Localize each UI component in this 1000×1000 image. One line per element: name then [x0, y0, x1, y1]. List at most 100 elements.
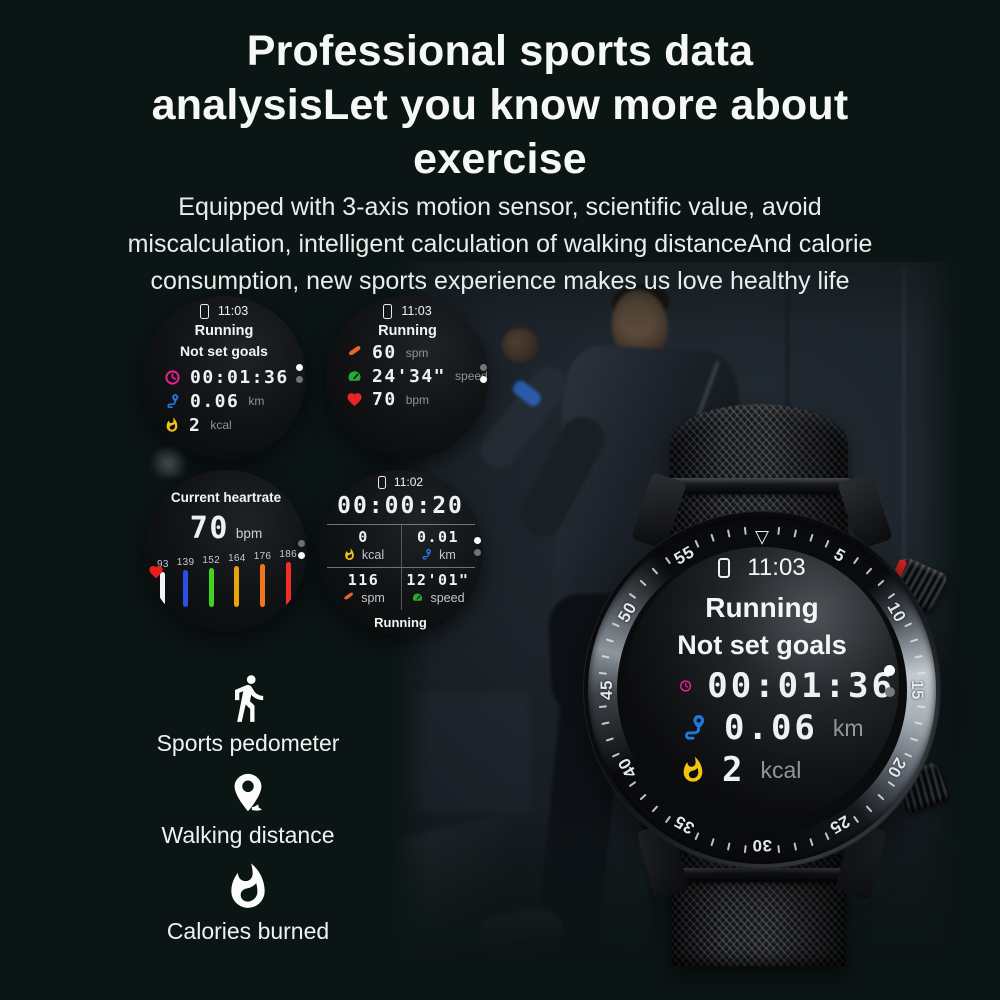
- activity-mode: Running: [374, 615, 427, 630]
- bezel-number: 35: [670, 811, 698, 838]
- bezel-tick: [824, 539, 830, 548]
- heartrate-zone-bar: 139: [177, 557, 195, 607]
- bezel-tick: [694, 539, 700, 548]
- location-pin-icon: [234, 773, 262, 812]
- clock-icon: [165, 369, 180, 385]
- bezel-tick: [726, 842, 731, 851]
- bezel-tick: [852, 556, 860, 565]
- status-time: 11:02: [393, 475, 424, 489]
- status-bar: 11:03: [718, 554, 806, 581]
- watch-main-screen: 11:03 Running Not set goals 00:01:36 0.0…: [625, 547, 899, 821]
- heartrate-value: 70: [189, 511, 229, 546]
- background-blur-shape: [146, 448, 192, 478]
- cadence-value: 116: [347, 571, 380, 589]
- activity-mode: Running: [194, 323, 254, 339]
- bezel-tick: [611, 622, 620, 628]
- phone-icon: [199, 303, 209, 319]
- bezel-number: 20: [883, 754, 910, 782]
- stopwatch-grid: 0 kcal 0.01 km 116 spm 12'01" speed: [326, 524, 475, 610]
- bezel-tick: [914, 654, 923, 659]
- cadence-cell: 116 spm: [327, 568, 401, 610]
- bezel-tick: [914, 721, 923, 726]
- route-icon: [685, 715, 705, 740]
- calories-row: 2 kcal: [164, 413, 290, 437]
- bezel-tick: [628, 592, 637, 600]
- distance-row: 0.06 km: [679, 707, 895, 749]
- bezel-tick: [917, 671, 926, 675]
- activity-rows: 00:01:36 0.06 km 2 kcal: [679, 665, 895, 791]
- pace-cell: 12'01" speed: [400, 568, 475, 610]
- flame-icon: [683, 756, 703, 782]
- feature-pedometer: Sports pedometer: [108, 672, 388, 757]
- heart-icon: [347, 393, 362, 407]
- heartrate-value-row: 70 bpm: [190, 511, 262, 546]
- bezel-tick: [601, 654, 610, 659]
- bezel-number: 15: [908, 680, 927, 700]
- calories-value: 2: [722, 750, 746, 790]
- distance-unit: km: [832, 714, 864, 741]
- cadence-value: 60: [372, 342, 397, 364]
- distance-value: 0.06: [190, 390, 240, 412]
- heart-icon: [149, 566, 163, 579]
- metrics-rows: 60 spm 24'34" speed 70 bpm: [346, 341, 488, 412]
- bezel-number: 45: [597, 680, 616, 700]
- phone-icon: [383, 303, 393, 319]
- bezel-tick: [601, 721, 610, 726]
- bezel-tick: [598, 705, 607, 709]
- bezel-tick: [917, 705, 926, 709]
- duration-value: 00:01:36: [190, 366, 289, 388]
- calories-unit: kcal: [210, 418, 232, 432]
- bezel-tick: [877, 793, 885, 801]
- pace-value: 24'34": [372, 365, 447, 387]
- distance-value: 0.01: [416, 528, 460, 546]
- distance-value: 0.06: [724, 708, 818, 748]
- clock-icon: [680, 680, 692, 692]
- shoe-icon: [344, 592, 354, 600]
- feature-label: Calories burned: [166, 918, 330, 944]
- feature-label: Sports pedometer: [156, 730, 340, 756]
- bezel-tick: [809, 533, 814, 542]
- page-indicator: [296, 364, 303, 383]
- bezel-tick: [651, 567, 659, 575]
- bezel-tick: [793, 842, 798, 851]
- bezel-tick: [793, 529, 798, 538]
- page-indicator: [480, 364, 487, 383]
- calories-row: 2 kcal: [679, 749, 895, 791]
- status-time: 11:03: [401, 304, 432, 318]
- activity-mode: Running: [378, 323, 437, 339]
- status-time: 11:03: [217, 304, 249, 318]
- goal-text: Not set goals: [180, 343, 268, 359]
- title-line-2: analysisLet you know more about: [151, 81, 849, 129]
- route-icon: [422, 548, 432, 560]
- watch-screen-heartrate: Current heartrate 70 bpm 93 139 152 164 176 1…: [145, 470, 307, 632]
- elapsed-time: 00:00:20: [337, 493, 464, 519]
- heartrate-zone-bar: 186: [279, 549, 297, 607]
- feature-label: Walking distance: [161, 822, 335, 848]
- title-line-3: exercise: [413, 135, 587, 183]
- bezel-tick: [865, 805, 873, 813]
- pace-row: 24'34" speed: [346, 365, 488, 389]
- bezel-tick: [743, 526, 747, 535]
- bezel-tick: [904, 752, 913, 758]
- watch-screen-metrics: 11:03 Running 60 spm 24'34" speed 70 bpm: [326, 296, 489, 459]
- subtitle-line-1: Equipped with 3-axis motion sensor, scie…: [178, 193, 822, 221]
- bezel-tick: [777, 526, 781, 535]
- phone-icon: [377, 475, 386, 489]
- flame-icon: [345, 548, 354, 560]
- bezel-tick: [910, 638, 919, 643]
- calories-value: 2: [189, 414, 202, 436]
- status-bar: 11:02: [377, 474, 424, 490]
- watch-springbar-top: [664, 478, 854, 494]
- heartrate-zone-bar: 152: [202, 555, 220, 607]
- status-time: 11:03: [747, 554, 806, 581]
- activity-mode: Running: [705, 592, 819, 623]
- bezel-tick: [852, 815, 860, 824]
- bezel-tick: [809, 838, 814, 847]
- calories-unit: kcal: [361, 547, 385, 562]
- cadence-unit: spm: [361, 590, 385, 605]
- bezel-tick: [639, 579, 647, 587]
- distance-row: 0.06 km: [164, 389, 290, 413]
- feature-calories: Calories burned: [108, 862, 388, 945]
- shoe-icon: [348, 346, 361, 356]
- cadence-row: 60 spm: [346, 341, 476, 365]
